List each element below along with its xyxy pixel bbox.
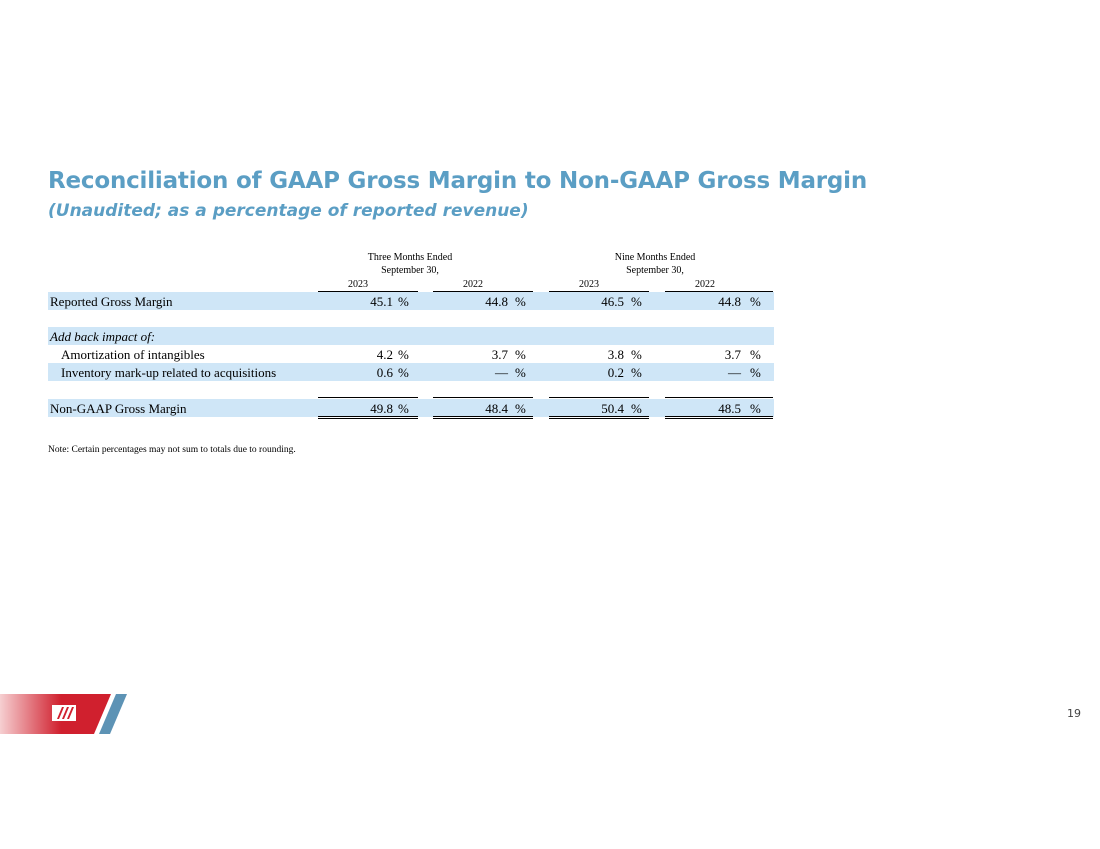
percent-sign: % [515, 347, 526, 362]
percent-sign: % [750, 347, 761, 362]
table-cell: 45.1 [370, 294, 393, 309]
total-double-rule [549, 416, 649, 417]
percent-sign: % [631, 401, 642, 416]
table-cell: 48.5 [718, 401, 741, 416]
percent-sign: % [398, 401, 409, 416]
header-rule [433, 291, 533, 292]
percent-sign: % [398, 365, 409, 380]
percent-sign: % [631, 294, 642, 309]
footnote: Note: Certain percentages may not sum to… [48, 445, 296, 455]
percent-sign: % [515, 294, 526, 309]
header-year: 2022 [695, 279, 715, 290]
total-double-rule [665, 418, 773, 419]
percent-sign: % [631, 347, 642, 362]
percent-sign: % [515, 401, 526, 416]
percent-sign: % [750, 294, 761, 309]
table-cell: 46.5 [601, 294, 624, 309]
header-three-months-date: September 30, [381, 265, 439, 276]
percent-sign: % [515, 365, 526, 380]
header-rule [665, 291, 773, 292]
row-label-reported: Reported Gross Margin [50, 294, 173, 309]
header-nine-months-date: September 30, [626, 265, 684, 276]
header-rule [549, 291, 649, 292]
page-title: Reconciliation of GAAP Gross Margin to N… [48, 168, 868, 194]
table-cell: 3.7 [491, 347, 508, 362]
table-cell: 48.4 [485, 401, 508, 416]
row-band [48, 363, 774, 381]
percent-sign: % [398, 347, 409, 362]
total-rule-top [665, 397, 773, 398]
percent-sign: % [398, 294, 409, 309]
total-rule-top [318, 397, 418, 398]
table-cell: 3.8 [607, 347, 624, 362]
total-double-rule [549, 418, 649, 419]
table-cell: 44.8 [718, 294, 741, 309]
percent-sign: % [750, 401, 761, 416]
table-cell: — [728, 365, 741, 380]
table-cell: 0.6 [376, 365, 393, 380]
total-rule-top [549, 397, 649, 398]
header-year: 2023 [348, 279, 368, 290]
header-year: 2022 [463, 279, 483, 290]
total-double-rule [318, 416, 418, 417]
row-band [48, 292, 774, 310]
header-three-months: Three Months Ended [367, 252, 453, 263]
percent-sign: % [631, 365, 642, 380]
row-label-non-gaap: Non-GAAP Gross Margin [50, 401, 187, 416]
row-band [48, 327, 774, 345]
table-cell: 0.2 [607, 365, 624, 380]
row-band [48, 399, 774, 417]
page-number: 19 [1067, 707, 1081, 720]
company-logo [0, 694, 127, 734]
total-double-rule [318, 418, 418, 419]
table-cell: 4.2 [376, 347, 393, 362]
table-cell: 44.8 [485, 294, 508, 309]
total-double-rule [433, 416, 533, 417]
table-cell: 49.8 [370, 401, 393, 416]
table-cell: 50.4 [601, 401, 624, 416]
row-label-amortization: Amortization of intangibles [61, 347, 205, 362]
row-label-add-back: Add back impact of: [50, 329, 156, 344]
header-rule [318, 291, 418, 292]
total-rule-top [433, 397, 533, 398]
percent-sign: % [750, 365, 761, 380]
page-subtitle: (Unaudited; as a percentage of reported … [48, 201, 529, 221]
total-double-rule [433, 418, 533, 419]
table-cell: 3.7 [724, 347, 741, 362]
row-label-inventory: Inventory mark-up related to acquisition… [61, 365, 277, 380]
header-nine-months: Nine Months Ended [614, 252, 696, 263]
header-year: 2023 [579, 279, 599, 290]
table-cell: — [495, 365, 508, 380]
total-double-rule [665, 416, 773, 417]
